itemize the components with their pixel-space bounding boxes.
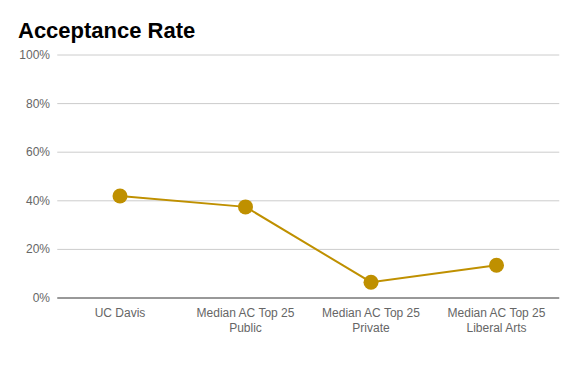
x-tick-label: Median AC Top 25Liberal Arts <box>448 306 546 335</box>
point <box>113 188 128 203</box>
x-tick-label-line: Median AC Top 25 <box>448 306 546 320</box>
x-tick-label-line: UC Davis <box>95 306 146 320</box>
x-tick-label-line: Public <box>229 321 262 335</box>
y-tick-label: 100% <box>19 48 50 62</box>
x-tick-label: Median AC Top 25Private <box>322 306 420 335</box>
x-tick-label-line: Liberal Arts <box>466 321 526 335</box>
series <box>113 188 505 289</box>
grid <box>57 55 559 298</box>
grid-line <box>57 249 559 250</box>
chart-root: Acceptance Rate 0% 20% 40% 60% 80% 100% UC Davi… <box>0 0 575 368</box>
line <box>120 196 497 282</box>
baseline <box>57 298 559 299</box>
x-tick-label-line: Private <box>352 321 390 335</box>
grid-line <box>57 55 559 56</box>
point <box>238 199 253 214</box>
x-tick-label-line: Median AC Top 25 <box>322 306 420 320</box>
chart: Acceptance Rate 0% 20% 40% 60% 80% 100% UC Davi… <box>0 0 575 368</box>
point <box>489 258 504 273</box>
x-tick-label-line: Median AC Top 25 <box>197 306 295 320</box>
y-tick-label: 80% <box>26 97 50 111</box>
grid-line <box>57 103 559 104</box>
x-tick-label: Median AC Top 25Public <box>197 306 295 335</box>
y-tick-label: 60% <box>26 145 50 159</box>
y-tick-label: 0% <box>33 291 51 305</box>
grid-line <box>57 200 559 201</box>
y-tick-label: 20% <box>26 242 50 256</box>
title: Acceptance Rate <box>18 18 195 43</box>
y-tick-label: 40% <box>26 194 50 208</box>
grid-line <box>57 152 559 153</box>
point <box>364 275 379 290</box>
x-tick-label: UC Davis <box>95 306 146 320</box>
